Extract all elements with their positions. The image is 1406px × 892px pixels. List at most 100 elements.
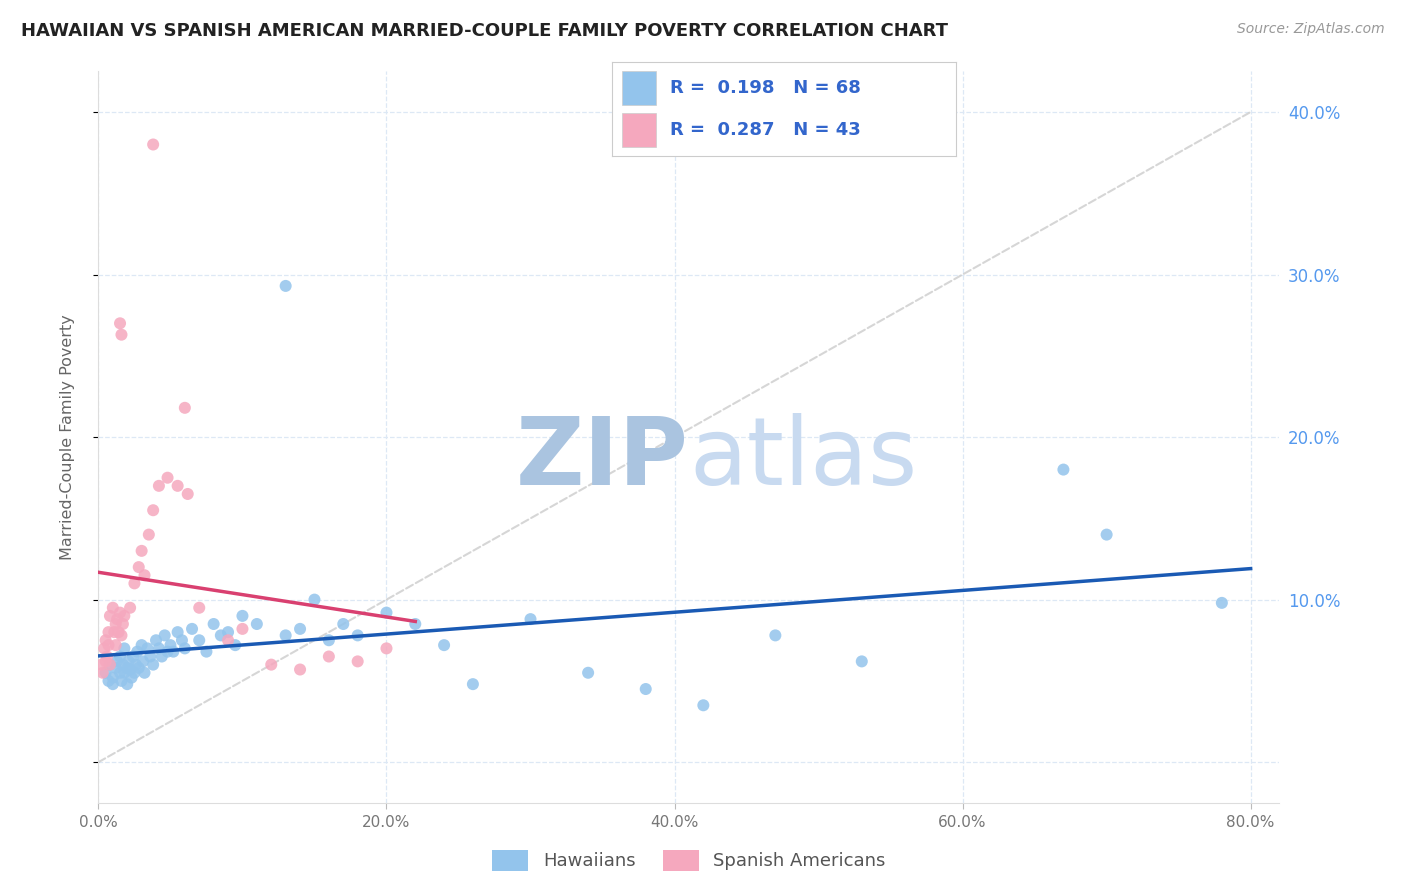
Point — [122, 649, 145, 664]
Point — [134, 568, 156, 582]
Point — [166, 479, 188, 493]
Point — [231, 608, 253, 623]
Point — [195, 645, 218, 659]
Point — [118, 654, 141, 668]
Point — [763, 628, 786, 642]
Point — [115, 677, 138, 691]
Point — [217, 633, 239, 648]
Point — [159, 638, 181, 652]
Point — [246, 617, 269, 632]
Point — [170, 633, 193, 648]
Point — [120, 663, 142, 677]
Point — [519, 612, 541, 626]
Point — [136, 641, 159, 656]
Point — [132, 654, 155, 668]
Point — [461, 677, 484, 691]
Point — [173, 641, 195, 656]
Point — [94, 633, 117, 648]
Point — [142, 137, 165, 152]
Text: R =  0.198   N = 68: R = 0.198 N = 68 — [671, 78, 860, 96]
Point — [148, 641, 170, 656]
Point — [108, 649, 131, 664]
Point — [851, 654, 873, 668]
Point — [148, 479, 170, 493]
Point — [110, 327, 132, 342]
Point — [181, 622, 204, 636]
Point — [112, 608, 135, 623]
Point — [404, 617, 426, 632]
Point — [274, 279, 297, 293]
Point — [177, 487, 200, 501]
Point — [634, 681, 657, 696]
Point — [91, 665, 114, 680]
Point — [433, 638, 456, 652]
Bar — [621, 113, 657, 147]
Point — [105, 612, 128, 626]
Point — [142, 503, 165, 517]
Point — [105, 654, 128, 668]
Point — [142, 657, 165, 672]
Point — [274, 628, 297, 642]
Point — [1211, 596, 1233, 610]
Point — [318, 633, 340, 648]
Point — [93, 641, 115, 656]
Point — [101, 600, 124, 615]
Point — [110, 673, 132, 688]
Point — [173, 401, 195, 415]
Point — [162, 645, 184, 659]
Point — [107, 625, 129, 640]
Point — [346, 654, 368, 668]
Y-axis label: Married-Couple Family Poverty: Married-Couple Family Poverty — [60, 314, 75, 560]
Point — [124, 576, 146, 591]
Point — [127, 645, 149, 659]
Point — [576, 665, 599, 680]
Point — [188, 633, 211, 648]
Point — [131, 544, 153, 558]
Point — [103, 625, 125, 640]
Point — [346, 628, 368, 642]
Point — [108, 316, 131, 330]
Point — [1052, 462, 1074, 476]
Bar — [621, 70, 657, 104]
Text: R =  0.287   N = 43: R = 0.287 N = 43 — [671, 121, 860, 139]
Point — [98, 657, 121, 672]
Point — [112, 641, 135, 656]
Point — [260, 657, 283, 672]
Point — [96, 649, 118, 664]
Point — [288, 622, 311, 636]
Point — [150, 649, 173, 664]
Legend: Hawaiians, Spanish Americans: Hawaiians, Spanish Americans — [485, 843, 893, 878]
Point — [104, 617, 127, 632]
Point — [125, 657, 148, 672]
Point — [692, 698, 714, 713]
Point — [98, 608, 121, 623]
Point — [332, 617, 354, 632]
Point — [139, 649, 162, 664]
Point — [231, 622, 253, 636]
Point — [121, 671, 143, 685]
Point — [97, 638, 120, 652]
Point — [108, 606, 131, 620]
Point — [108, 665, 131, 680]
Point — [145, 633, 167, 648]
Point — [110, 628, 132, 642]
Point — [104, 638, 127, 652]
Point — [101, 671, 124, 685]
Point — [156, 645, 179, 659]
Point — [153, 628, 176, 642]
Point — [94, 665, 117, 680]
Point — [156, 471, 179, 485]
Point — [318, 649, 340, 664]
Point — [1095, 527, 1118, 541]
Point — [111, 657, 134, 672]
Point — [224, 638, 246, 652]
Text: Source: ZipAtlas.com: Source: ZipAtlas.com — [1237, 22, 1385, 37]
Point — [128, 661, 150, 675]
Point — [111, 617, 134, 632]
Point — [97, 673, 120, 688]
Point — [90, 657, 112, 672]
Point — [375, 641, 398, 656]
Point — [304, 592, 326, 607]
Point — [94, 654, 117, 668]
Point — [217, 625, 239, 640]
